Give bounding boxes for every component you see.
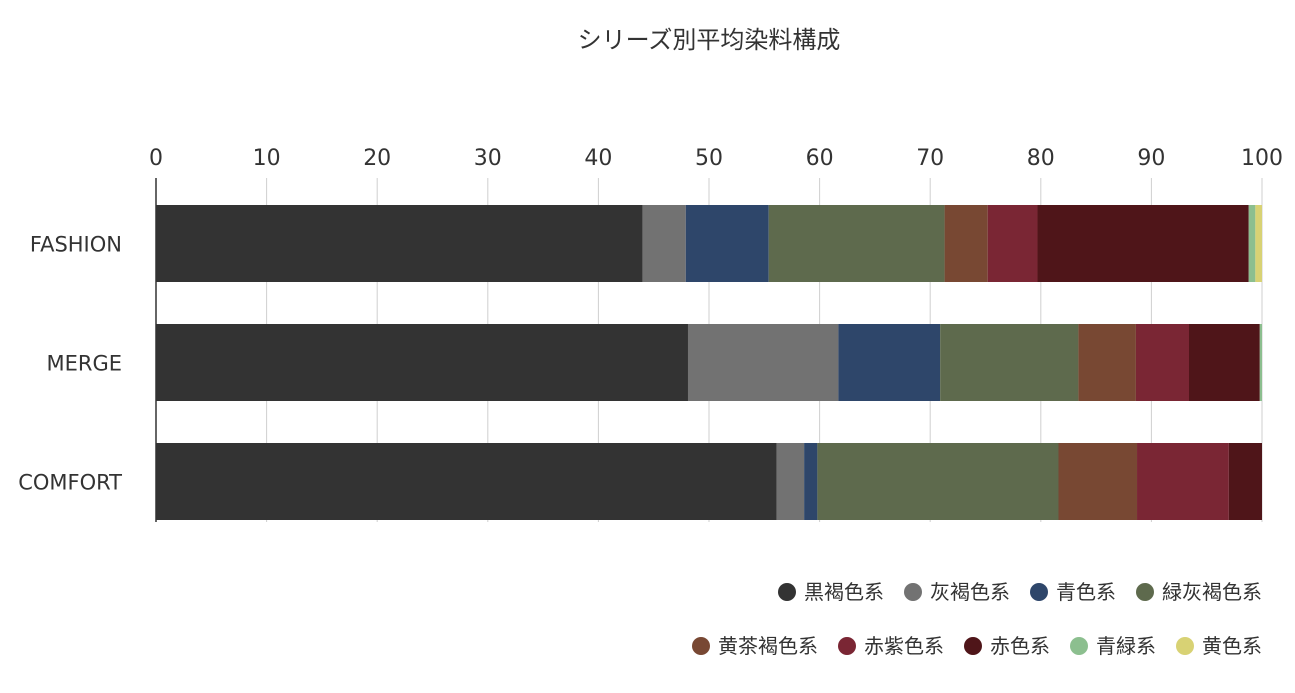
x-tick-label: 30 [474,146,502,171]
legend-label: 緑灰褐色系 [1162,580,1262,604]
category-label: COMFORT [18,471,122,495]
bar-segments [156,205,1262,520]
bar-segment [1135,324,1190,401]
bar-segment [685,205,769,282]
category-label: MERGE [46,352,122,376]
bar-segment [944,205,988,282]
legend-label: 青色系 [1056,580,1116,604]
legend-item: 青色系 [1030,580,1116,604]
legend-label: 黄茶褐色系 [718,634,818,658]
legend-item: 黄色系 [1176,634,1262,658]
x-tick-label: 100 [1241,146,1283,171]
legend-item: 黒褐色系 [778,580,884,604]
bar-segment [1228,443,1262,520]
legend-marker [692,637,710,655]
bar-segment [1255,205,1262,282]
legend-label: 黒褐色系 [804,580,884,604]
x-tick-label: 20 [363,146,391,171]
legend-marker [778,583,796,601]
bar-segment [817,443,1059,520]
bar-segment [940,324,1079,401]
legend-marker [964,637,982,655]
legend-marker [1030,583,1048,601]
x-tick-label: 90 [1137,146,1165,171]
bar-segment [156,443,777,520]
legend-marker [904,583,922,601]
bar-segment [687,324,839,401]
bar-segment [1189,324,1260,401]
legend-label: 赤紫色系 [864,634,944,658]
legend-label: 青緑系 [1096,634,1156,658]
bar-segment [776,443,805,520]
legend-marker [1136,583,1154,601]
bar-segment [156,324,688,401]
bar-segment [804,443,818,520]
category-label: FASHION [30,233,122,257]
x-tick-label: 70 [916,146,944,171]
x-tick-label: 80 [1027,146,1055,171]
bar-segment [768,205,945,282]
legend-item: 黄茶褐色系 [692,634,818,658]
x-tick-label: 50 [695,146,723,171]
x-tick-label: 0 [149,146,163,171]
legend-item: 赤紫色系 [838,634,944,658]
legend-item: 緑灰褐色系 [1136,580,1262,604]
legend-marker [838,637,856,655]
bar-segment [1259,324,1262,401]
bar-segment [987,205,1038,282]
bar-segment [1037,205,1249,282]
bar-segment [838,324,941,401]
bar-segment [642,205,686,282]
x-tick-label: 10 [253,146,281,171]
legend-label: 黄色系 [1202,634,1262,658]
legend-item: 灰褐色系 [904,580,1010,604]
x-tick-label: 60 [806,146,834,171]
legend-item: 赤色系 [964,634,1050,658]
legend-marker [1070,637,1088,655]
bar-segment [1058,443,1138,520]
bar-segment [1137,443,1229,520]
x-axis-tick-labels: 0 10 20 30 40 50 60 70 80 90 100 [149,146,1283,171]
legend-item: 青緑系 [1070,634,1156,658]
legend-marker [1176,637,1194,655]
category-labels: FASHION MERGE COMFORT [18,233,122,495]
bar-segment [156,205,643,282]
bar-segment [1248,205,1256,282]
bar-segment [1078,324,1136,401]
x-tick-label: 40 [584,146,612,171]
legend-label: 赤色系 [990,634,1050,658]
chart-title: シリーズ別平均染料構成 [578,26,841,54]
legend-label: 灰褐色系 [930,580,1010,604]
